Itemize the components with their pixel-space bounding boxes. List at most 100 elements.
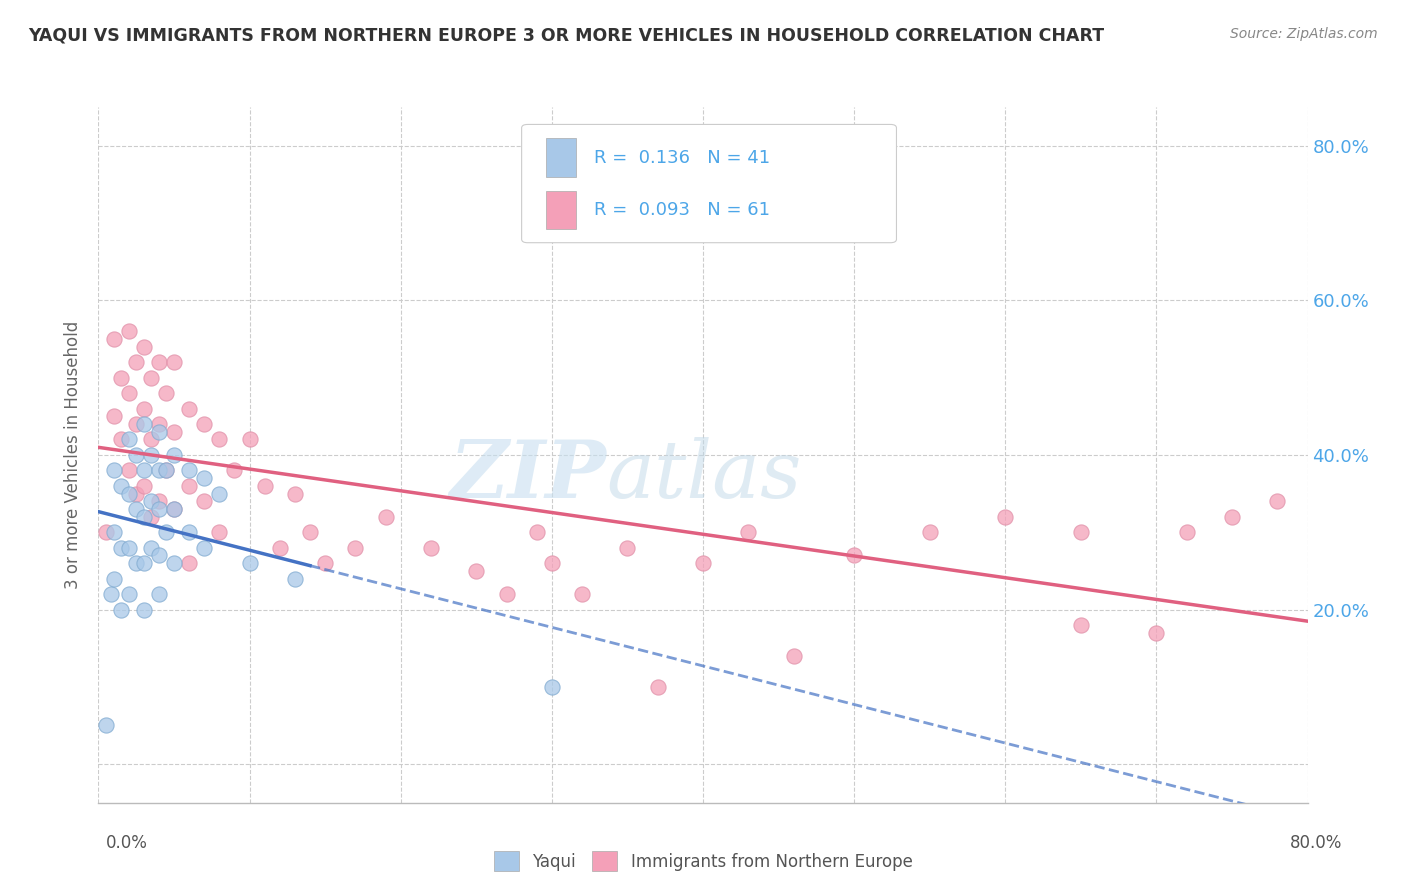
Point bbox=[844, 549, 866, 563]
Point bbox=[155, 525, 177, 540]
FancyBboxPatch shape bbox=[522, 124, 897, 243]
Point bbox=[179, 401, 201, 416]
Y-axis label: 3 or more Vehicles in Household: 3 or more Vehicles in Household bbox=[65, 321, 83, 589]
Point bbox=[163, 448, 186, 462]
Point bbox=[103, 409, 125, 424]
Point bbox=[179, 479, 201, 493]
Point bbox=[103, 332, 125, 346]
Point bbox=[125, 556, 148, 570]
Text: Source: ZipAtlas.com: Source: ZipAtlas.com bbox=[1230, 27, 1378, 41]
Point bbox=[132, 479, 155, 493]
Point bbox=[1175, 525, 1198, 540]
Point bbox=[110, 479, 132, 493]
Point bbox=[148, 463, 170, 477]
Point bbox=[118, 587, 141, 601]
Point bbox=[239, 433, 262, 447]
Point bbox=[155, 463, 177, 477]
Point bbox=[179, 556, 201, 570]
Point bbox=[141, 448, 163, 462]
Point bbox=[1070, 618, 1092, 632]
Text: ZIP: ZIP bbox=[450, 437, 606, 515]
Point bbox=[125, 448, 148, 462]
Point bbox=[103, 463, 125, 477]
Point bbox=[1220, 509, 1243, 524]
Point bbox=[132, 509, 155, 524]
Point bbox=[737, 525, 759, 540]
Point bbox=[155, 463, 177, 477]
Point bbox=[132, 401, 155, 416]
Point bbox=[647, 680, 669, 694]
Point bbox=[163, 556, 186, 570]
Point bbox=[141, 370, 163, 384]
Point bbox=[148, 494, 170, 508]
Point bbox=[141, 433, 163, 447]
Text: R =  0.136   N = 41: R = 0.136 N = 41 bbox=[595, 149, 770, 167]
Point bbox=[132, 463, 155, 477]
Point bbox=[94, 718, 117, 732]
Point bbox=[110, 602, 132, 616]
Text: R =  0.093   N = 61: R = 0.093 N = 61 bbox=[595, 201, 770, 219]
Point bbox=[918, 525, 941, 540]
Text: atlas: atlas bbox=[606, 437, 801, 515]
Point bbox=[110, 370, 132, 384]
Point bbox=[110, 541, 132, 555]
Point bbox=[193, 417, 215, 431]
Text: 80.0%: 80.0% bbox=[1291, 834, 1343, 852]
Point bbox=[100, 587, 122, 601]
Point bbox=[118, 486, 141, 500]
Point bbox=[103, 572, 125, 586]
Point bbox=[1144, 625, 1167, 640]
Point bbox=[132, 602, 155, 616]
Point bbox=[163, 355, 186, 369]
Point bbox=[495, 587, 517, 601]
Point bbox=[284, 486, 307, 500]
Point bbox=[125, 355, 148, 369]
Point bbox=[994, 509, 1017, 524]
Point bbox=[94, 525, 117, 540]
Point bbox=[163, 502, 186, 516]
Point bbox=[103, 525, 125, 540]
Point bbox=[148, 425, 170, 439]
Point bbox=[269, 541, 291, 555]
Point bbox=[163, 502, 186, 516]
Point bbox=[118, 324, 141, 338]
Point bbox=[125, 486, 148, 500]
FancyBboxPatch shape bbox=[546, 191, 576, 229]
Point bbox=[1267, 494, 1289, 508]
Point bbox=[284, 572, 307, 586]
Point bbox=[132, 417, 155, 431]
Point bbox=[208, 433, 231, 447]
Point bbox=[193, 494, 215, 508]
Point bbox=[179, 525, 201, 540]
Point bbox=[148, 587, 170, 601]
Point bbox=[141, 541, 163, 555]
Point bbox=[125, 502, 148, 516]
Point bbox=[208, 486, 231, 500]
Point bbox=[571, 587, 593, 601]
Point bbox=[141, 494, 163, 508]
Point bbox=[299, 525, 322, 540]
Point bbox=[118, 463, 141, 477]
Point bbox=[224, 463, 246, 477]
Point bbox=[526, 525, 548, 540]
Point bbox=[314, 556, 336, 570]
Point bbox=[193, 541, 215, 555]
Point bbox=[118, 386, 141, 401]
Point bbox=[118, 433, 141, 447]
Point bbox=[374, 509, 396, 524]
Point bbox=[253, 479, 276, 493]
Point bbox=[118, 541, 141, 555]
Point bbox=[155, 386, 177, 401]
Point bbox=[110, 433, 132, 447]
Text: 0.0%: 0.0% bbox=[105, 834, 148, 852]
Point bbox=[208, 525, 231, 540]
Point bbox=[540, 556, 562, 570]
Point bbox=[193, 471, 215, 485]
Point bbox=[163, 425, 186, 439]
Point bbox=[783, 648, 806, 663]
Point bbox=[141, 509, 163, 524]
Point bbox=[239, 556, 262, 570]
Point bbox=[692, 556, 714, 570]
Point bbox=[179, 463, 201, 477]
Point bbox=[540, 680, 562, 694]
